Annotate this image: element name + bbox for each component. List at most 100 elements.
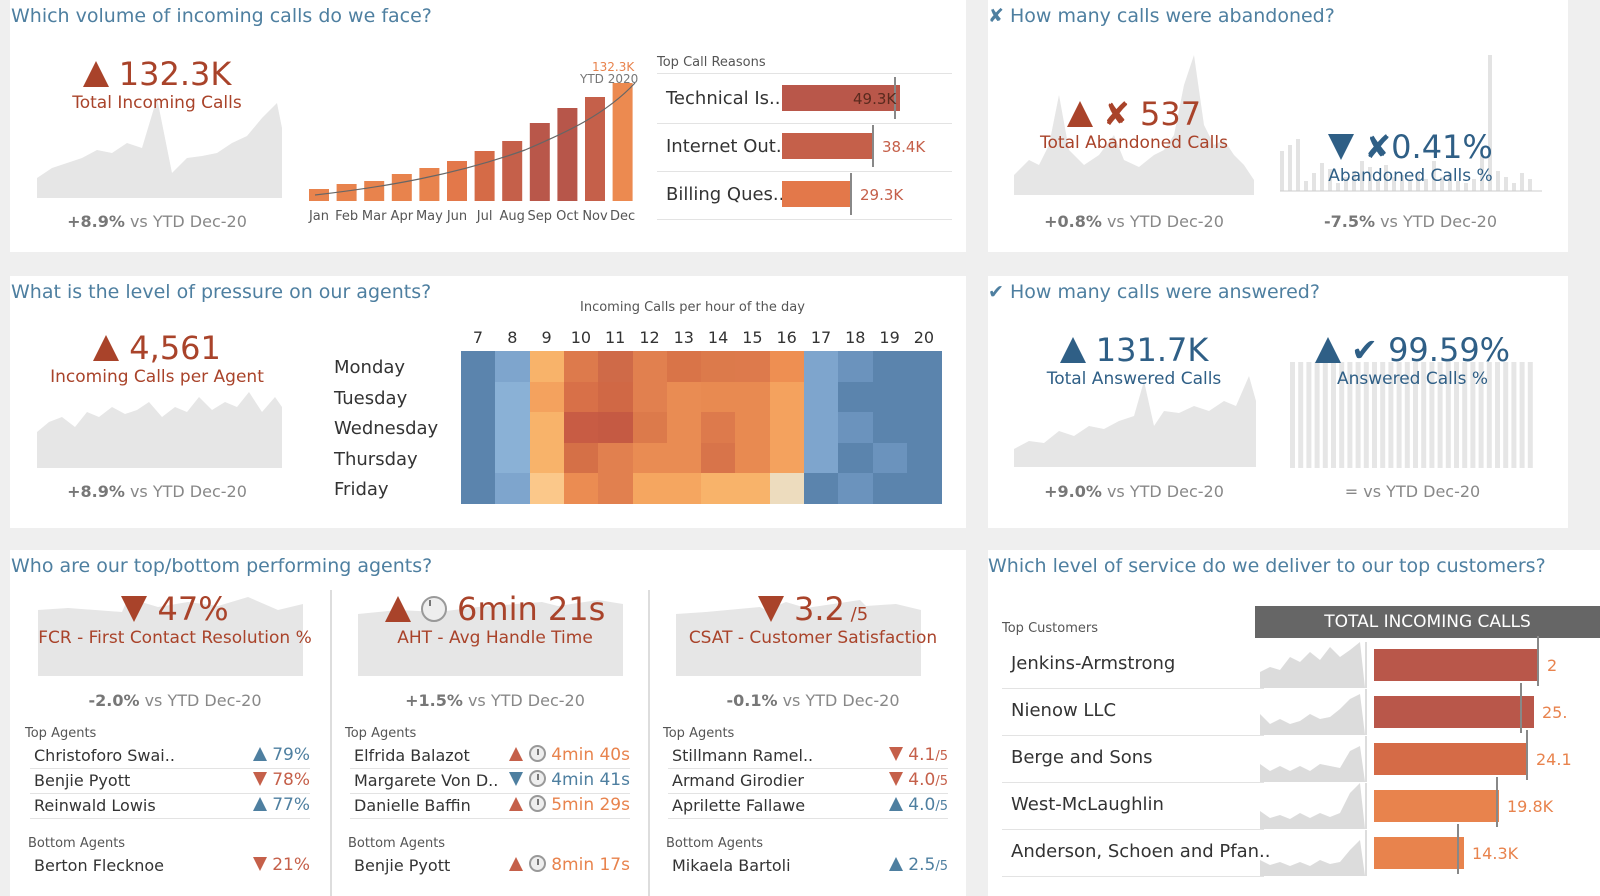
heatmap-cell[interactable] — [461, 412, 496, 444]
month-bar[interactable] — [585, 97, 605, 201]
heatmap-cell[interactable] — [735, 351, 771, 383]
month-bar[interactable] — [557, 108, 578, 201]
volume-cmp: +8.9% vs YTD Dec-20 — [67, 212, 247, 231]
heatmap-cell[interactable] — [563, 473, 599, 505]
heatmap-cell[interactable] — [598, 381, 633, 413]
heatmap-cell[interactable] — [495, 412, 531, 444]
heatmap-cell[interactable] — [529, 473, 565, 505]
month-bar[interactable] — [447, 161, 467, 201]
hour-label: 14 — [707, 328, 729, 347]
month-bar[interactable] — [391, 174, 412, 201]
heatmap-cell[interactable] — [838, 473, 874, 505]
agent-divider — [350, 793, 630, 794]
heatmap-cell[interactable] — [769, 473, 805, 505]
heatmap-cell[interactable] — [804, 381, 839, 413]
heatmap-cell[interactable] — [563, 351, 599, 383]
heatmap-cell[interactable] — [529, 442, 565, 474]
heatmap-cell[interactable] — [804, 351, 839, 383]
heatmap-cell[interactable] — [666, 442, 702, 474]
heatmap-cell[interactable] — [632, 473, 668, 505]
heatmap-cell[interactable] — [598, 473, 633, 505]
heatmap-cell[interactable] — [495, 473, 531, 505]
month-bar[interactable] — [364, 181, 385, 201]
heatmap-cell[interactable] — [495, 381, 531, 413]
customer-bar[interactable] — [1374, 790, 1499, 822]
heatmap-cell[interactable] — [735, 412, 771, 444]
heatmap-cell[interactable] — [701, 381, 736, 413]
heatmap-cell[interactable] — [872, 412, 908, 444]
heatmap-cell[interactable] — [632, 442, 668, 474]
answered-pct-bar — [1404, 362, 1410, 468]
heatmap-cell[interactable] — [769, 442, 805, 474]
heatmap-cell[interactable] — [666, 381, 702, 413]
heatmap-cell[interactable] — [701, 473, 736, 505]
month-bar[interactable] — [419, 168, 440, 201]
heatmap-cell[interactable] — [461, 442, 496, 474]
heatmap-cell[interactable] — [461, 381, 496, 413]
heatmap-cell[interactable] — [735, 381, 771, 413]
heatmap-cell[interactable] — [872, 351, 908, 383]
heatmap-cell[interactable] — [769, 351, 805, 383]
customer-bar[interactable] — [1374, 837, 1464, 869]
heatmap-cell[interactable] — [563, 442, 599, 474]
csat-cmp: -0.1% vs YTD Dec-20 — [726, 691, 900, 710]
heatmap-cell[interactable] — [632, 381, 668, 413]
heatmap-cell[interactable] — [872, 442, 908, 474]
heatmap-cell[interactable] — [906, 381, 942, 413]
heatmap-cell[interactable] — [563, 412, 599, 444]
heatmap-cell[interactable] — [838, 381, 874, 413]
heatmap-cell[interactable] — [598, 412, 633, 444]
month-bar[interactable] — [529, 123, 550, 201]
heatmap-cell[interactable] — [666, 351, 702, 383]
month-bar[interactable] — [474, 151, 495, 201]
clock-icon — [528, 770, 546, 787]
heatmap-cell[interactable] — [529, 412, 565, 444]
heatmap-cell[interactable] — [666, 473, 702, 505]
heatmap-cell[interactable] — [598, 442, 633, 474]
heatmap-cell[interactable] — [804, 473, 839, 505]
heatmap-cell[interactable] — [563, 381, 599, 413]
reason-bar[interactable] — [782, 181, 852, 207]
heatmap-cell[interactable] — [769, 381, 805, 413]
month-bar[interactable] — [612, 83, 633, 201]
heatmap-cell[interactable] — [461, 473, 496, 505]
heatmap-cell[interactable] — [701, 412, 736, 444]
heatmap-cell[interactable] — [632, 351, 668, 383]
heatmap-cell[interactable] — [838, 442, 874, 474]
heatmap-cell[interactable] — [701, 351, 736, 383]
heatmap-cell[interactable] — [735, 473, 771, 505]
heatmap-cell[interactable] — [872, 473, 908, 505]
answered-pct-bar — [1519, 362, 1525, 468]
heatmap-cell[interactable] — [735, 442, 771, 474]
customer-bar[interactable] — [1374, 649, 1539, 681]
heatmap-cell[interactable] — [495, 442, 531, 474]
month-bar[interactable] — [502, 141, 523, 201]
heatmap-cell[interactable] — [529, 381, 565, 413]
customer-bar[interactable] — [1374, 743, 1528, 775]
heatmap-cell[interactable] — [906, 351, 942, 383]
heatmap-cell[interactable] — [598, 351, 633, 383]
answered-pct-bar — [1322, 362, 1328, 468]
heatmap-cell[interactable] — [906, 473, 942, 505]
heatmap-cell[interactable] — [529, 351, 565, 383]
agent-divider — [668, 818, 948, 819]
heatmap-cell[interactable] — [769, 412, 805, 444]
heatmap-cell[interactable] — [804, 442, 839, 474]
heatmap-cell[interactable] — [632, 412, 668, 444]
heatmap-cell[interactable] — [906, 412, 942, 444]
heatmap-cell[interactable] — [495, 351, 531, 383]
answered-pct-bar — [1527, 362, 1533, 468]
heatmap-cell[interactable] — [872, 381, 908, 413]
heatmap-cell[interactable] — [906, 442, 942, 474]
reason-bar[interactable] — [782, 133, 874, 159]
customer-bar[interactable] — [1374, 696, 1534, 728]
heatmap-cell[interactable] — [666, 412, 702, 444]
heatmap-cell[interactable] — [701, 442, 736, 474]
month-bar[interactable] — [336, 184, 357, 201]
heatmap-cell[interactable] — [804, 412, 839, 444]
reason-bar[interactable] — [782, 85, 900, 111]
bottom-agents-title: Bottom Agents — [666, 836, 764, 851]
heatmap-cell[interactable] — [838, 351, 874, 383]
heatmap-cell[interactable] — [461, 351, 496, 383]
heatmap-cell[interactable] — [838, 412, 874, 444]
